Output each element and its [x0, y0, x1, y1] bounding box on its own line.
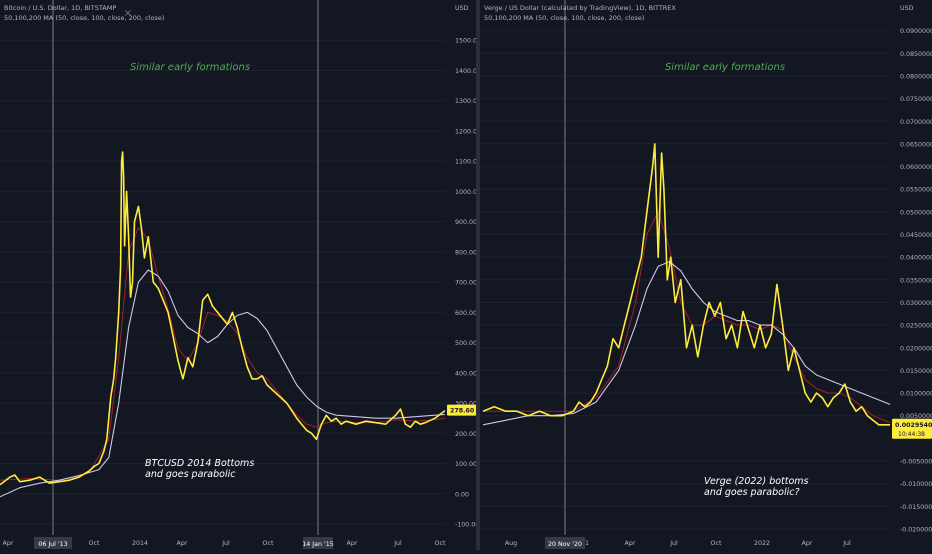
x-tick-label: Jul [221, 540, 230, 547]
y-tick-label: -0.01500000 [900, 504, 932, 511]
y-tick-label: 0.08000000 [900, 73, 932, 80]
panel-divider[interactable] [476, 0, 480, 550]
last-price-badge [447, 404, 477, 416]
y-tick-label: 0.06500000 [900, 141, 932, 148]
x-tick-label: Jul [393, 540, 402, 547]
cursor-x-label-box [545, 537, 585, 549]
y-tick-label: 900.00 [455, 219, 476, 226]
ma50-line [0, 227, 446, 481]
x-tick-label: Jul [842, 540, 851, 547]
y-tick-label: 0.07000000 [900, 119, 932, 126]
btc-chart-title: Bitcoin / U.S. Dollar, 1D, BITSTAMP [4, 4, 117, 12]
y-tick-label: 0.05000000 [900, 209, 932, 216]
x-tick-label: Oct [711, 540, 722, 547]
y-tick-label: 700.00 [455, 280, 476, 287]
last-price-badge [892, 418, 932, 439]
cursor-x-label-box [303, 537, 333, 549]
y-tick-label: 400.00 [455, 370, 476, 377]
x-tick-label: Jul [669, 540, 678, 547]
x-tick-label: 2014 [132, 540, 148, 547]
ma200-line [0, 269, 446, 498]
y-tick-label: 0.03000000 [900, 300, 932, 307]
y-axis-label: USD [455, 5, 469, 12]
y-tick-label: 0.09000000 [900, 28, 932, 35]
y-tick-label: 1500.00 [455, 38, 476, 45]
y-tick-label: 100.00 [455, 461, 476, 468]
ma200-line [482, 261, 891, 426]
xvg-chart-title: Verge / US Dollar (calculated by Trading… [484, 4, 676, 12]
cursor-x-label: 14 Jan '15 [302, 541, 333, 548]
y-axis-label: USD [900, 5, 914, 12]
annotation-top: Similar early formations [665, 62, 785, 73]
last-price-label: 0.00295404 [895, 422, 932, 429]
x-tick-label: Oct [263, 540, 274, 547]
y-tick-label: 0.03500000 [900, 277, 932, 284]
last-price-time: 10:44:38 [898, 431, 925, 438]
xvg-chart-subtitle: 50,100,200 MA (50, close, 100, close, 20… [484, 14, 645, 22]
y-tick-label: 0.01000000 [900, 391, 932, 398]
y-tick-label: 0.04500000 [900, 232, 932, 239]
y-tick-label: 0.02000000 [900, 345, 932, 352]
y-tick-label: -0.02000000 [900, 527, 932, 534]
y-tick-label: -0.00500000 [900, 459, 932, 466]
y-tick-label: 800.00 [455, 249, 476, 256]
annotation-top: Similar early formations [130, 62, 250, 73]
price-line [482, 143, 890, 426]
y-tick-label: 1000.00 [455, 189, 476, 196]
x-tick-label: Apr [625, 540, 636, 547]
x-tick-label: Apr [802, 540, 813, 547]
y-tick-label: 0.05500000 [900, 187, 932, 194]
x-tick-label: Apr [347, 540, 358, 547]
xvg-chart-panel[interactable]: Verge / US Dollar (calculated by Trading… [480, 0, 932, 550]
y-tick-label: 0.00 [455, 491, 469, 498]
y-tick-label: 0.02500000 [900, 323, 932, 330]
y-tick-label: 200.00 [455, 431, 476, 438]
y-tick-label: 1100.00 [455, 159, 476, 166]
y-tick-label: 0.06000000 [900, 164, 932, 171]
y-tick-label: 0.00500000 [900, 413, 932, 420]
y-tick-label: -0.01000000 [900, 481, 932, 488]
y-tick-label: 1400.00 [455, 68, 476, 75]
annotation-bottom-line1: Verge (2022) bottoms [704, 476, 809, 487]
x-tick-label: Apr [3, 540, 14, 547]
x-tick-label: Apr [177, 540, 188, 547]
y-tick-label: 1300.00 [455, 98, 476, 105]
btc-chart-subtitle: 50,100,200 MA (50, close, 100, close, 20… [4, 14, 165, 22]
y-tick-label: -100.00 [455, 522, 476, 529]
btc-chart-svg[interactable]: -100.00 0.00 100.00 200.00 300.00 400.00 500.0… [0, 0, 481, 550]
cursor-x-label-box [34, 537, 72, 549]
y-tick-label: 0.04000000 [900, 255, 932, 262]
x-tick-label: Oct [435, 540, 446, 547]
y-tick-label: 500.00 [455, 340, 476, 347]
y-tick-label: 1200.00 [455, 128, 476, 135]
cursor-x-label: 20 Nov '20 [548, 541, 582, 548]
y-tick-label: 0.07500000 [900, 96, 932, 103]
price-line [0, 151, 446, 486]
x-tick-label: 2022 [754, 540, 770, 547]
y-tick-label: 0.01500000 [900, 368, 932, 375]
close-icon[interactable]: × [123, 8, 133, 19]
annotation-bottom-line2: and goes parabolic [145, 469, 236, 480]
btc-chart-panel[interactable]: Bitcoin / U.S. Dollar, 1D, BITSTAMP 50,1… [0, 0, 481, 550]
annotation-bottom-line1: BTCUSD 2014 Bottoms [145, 458, 254, 469]
x-tick-label: Oct [89, 540, 100, 547]
y-tick-label: 0.08500000 [900, 51, 932, 58]
xvg-chart-svg[interactable]: -0.02000000 -0.01500000 -0.01000000 -0.0050… [480, 0, 932, 550]
y-tick-label: 600.00 [455, 310, 476, 317]
y-tick-label: 300.00 [455, 401, 476, 408]
x-tick-label: Aug [505, 540, 517, 547]
ma50-line [483, 211, 891, 423]
cursor-x-label: 06 Jul '13 [38, 541, 67, 548]
last-price-label: 278.60 [450, 408, 475, 415]
annotation-bottom-line2: and goes parabolic? [704, 487, 800, 498]
